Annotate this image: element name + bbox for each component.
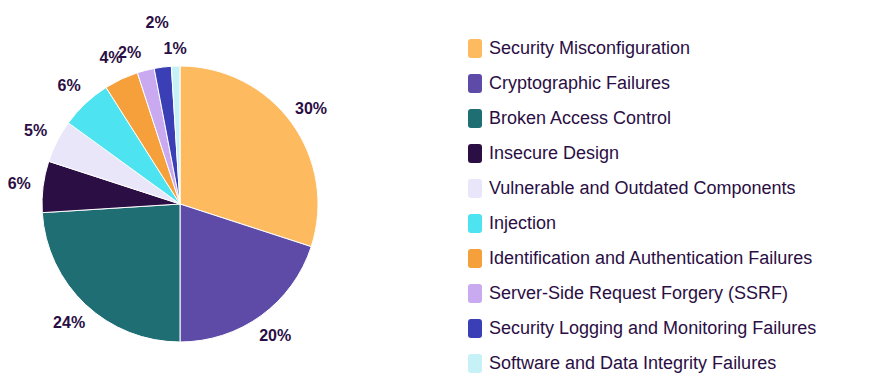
html-text:Security Logging and Monitorin: Security Logging and Monitoring Failures bbox=[489, 318, 817, 338]
html-text:Insecure Design: Insecure Design bbox=[489, 143, 620, 163]
svg-text:6%: 6% bbox=[8, 175, 31, 192]
svg-text:2%: 2% bbox=[118, 44, 141, 61]
svg-text:30%: 30% bbox=[295, 100, 327, 117]
html-text:Vulnerable and Outdated Compon: Vulnerable and Outdated Components bbox=[489, 178, 796, 198]
svg-text:20%: 20% bbox=[259, 327, 291, 344]
html-text:Broken Access Control: Broken Access Control bbox=[489, 108, 672, 128]
html-text:Security Misconfiguration: Security Misconfiguration bbox=[489, 38, 691, 58]
svg-text:1%: 1% bbox=[164, 40, 187, 57]
html-text:Cryptographic Failures: Cryptographic Failures bbox=[489, 73, 671, 93]
html-text:Injection: Injection bbox=[489, 213, 556, 233]
html-text:Software and Data Integrity Fa: Software and Data Integrity Failures bbox=[489, 353, 777, 373]
svg-text:2%: 2% bbox=[146, 14, 169, 31]
svg-text:5%: 5% bbox=[24, 122, 47, 139]
html-text:Server-Side Request Forgery (S: Server-Side Request Forgery (SSRF) bbox=[489, 283, 789, 303]
svg-text:4%: 4% bbox=[99, 48, 123, 66]
svg-text:24%: 24% bbox=[53, 314, 85, 331]
html-text:Identification and Authenticat: Identification and Authentication Failur… bbox=[489, 248, 813, 268]
svg-text:6%: 6% bbox=[58, 77, 81, 94]
